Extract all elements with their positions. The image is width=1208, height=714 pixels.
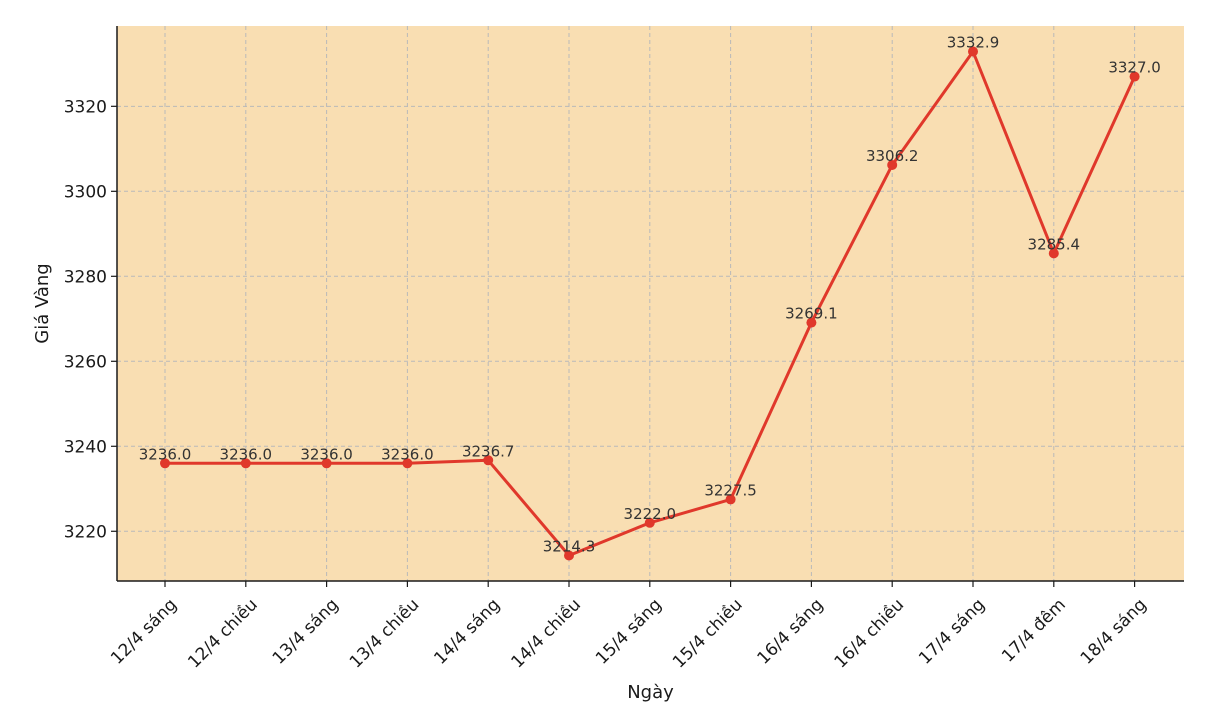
data-point (402, 458, 413, 469)
data-label: 3306.2 (866, 147, 919, 165)
data-labels: 3236.0 3236.0 3236.0 3236.0 3236.7 3214.3 3222… (139, 33, 1161, 555)
y-tick-label: 3240 (64, 437, 107, 457)
x-tick-label: 17/4 sáng (915, 595, 989, 669)
y-tick-label: 3320 (64, 97, 107, 117)
x-tick-label: 17/4 đêm (998, 595, 1070, 667)
x-tick-label: 16/4 sáng (754, 595, 828, 669)
plot-area (117, 26, 1184, 581)
data-label: 3236.7 (462, 442, 515, 460)
x-tick-label: 13/4 sáng (269, 595, 343, 669)
data-point (483, 455, 494, 466)
x-tick-label: 14/4 chiều (507, 594, 585, 672)
y-tick-label: 3300 (64, 182, 107, 202)
x-tick-label: 14/4 sáng (430, 595, 504, 669)
x-tick-label: 15/4 chiều (668, 594, 746, 672)
y-tick-label: 3220 (64, 522, 107, 542)
data-point (240, 458, 251, 469)
x-tick-label: 12/4 chiều (184, 594, 262, 672)
data-point (321, 458, 332, 469)
axes (116, 26, 1184, 582)
data-label: 3214.3 (543, 538, 596, 556)
y-tick-label: 3280 (64, 267, 107, 287)
x-axis-ticks: 12/4 sáng 12/4 chiều 13/4 sáng 13/4 chiều 14… (107, 581, 1151, 672)
data-label: 3236.0 (139, 445, 192, 463)
data-point (644, 517, 655, 528)
data-point (564, 550, 574, 561)
grid-lines (117, 26, 1184, 581)
x-tick-label: 13/4 chiều (345, 594, 423, 672)
x-tick-label: 16/4 chiều (830, 594, 908, 672)
x-tick-label: 18/4 sáng (1077, 595, 1151, 669)
x-tick-label: 12/4 sáng (107, 595, 181, 669)
y-axis-title: Giá Vàng (32, 263, 53, 343)
data-label: 3227.5 (704, 481, 757, 499)
y-tick-label: 3260 (64, 352, 107, 372)
x-tick-label: 15/4 sáng (592, 595, 666, 669)
data-label: 3236.0 (381, 445, 434, 463)
data-point (968, 46, 978, 57)
data-point (806, 317, 817, 328)
data-point (1129, 71, 1140, 82)
data-label: 3236.0 (220, 445, 273, 463)
data-point (1048, 248, 1059, 259)
data-label: 3327.0 (1108, 59, 1161, 77)
data-point (725, 494, 736, 505)
data-points (160, 46, 1140, 561)
y-axis-ticks: 3220 3240 3260 3280 3300 3320 (64, 97, 117, 542)
data-point (887, 159, 898, 170)
data-label: 3332.9 (947, 33, 1000, 51)
data-label: 3285.4 (1028, 235, 1081, 253)
x-axis-title: Ngày (627, 682, 674, 703)
data-label: 3222.0 (624, 505, 677, 523)
data-point (160, 458, 170, 469)
data-label: 3236.0 (300, 445, 353, 463)
data-label: 3269.1 (785, 305, 838, 323)
